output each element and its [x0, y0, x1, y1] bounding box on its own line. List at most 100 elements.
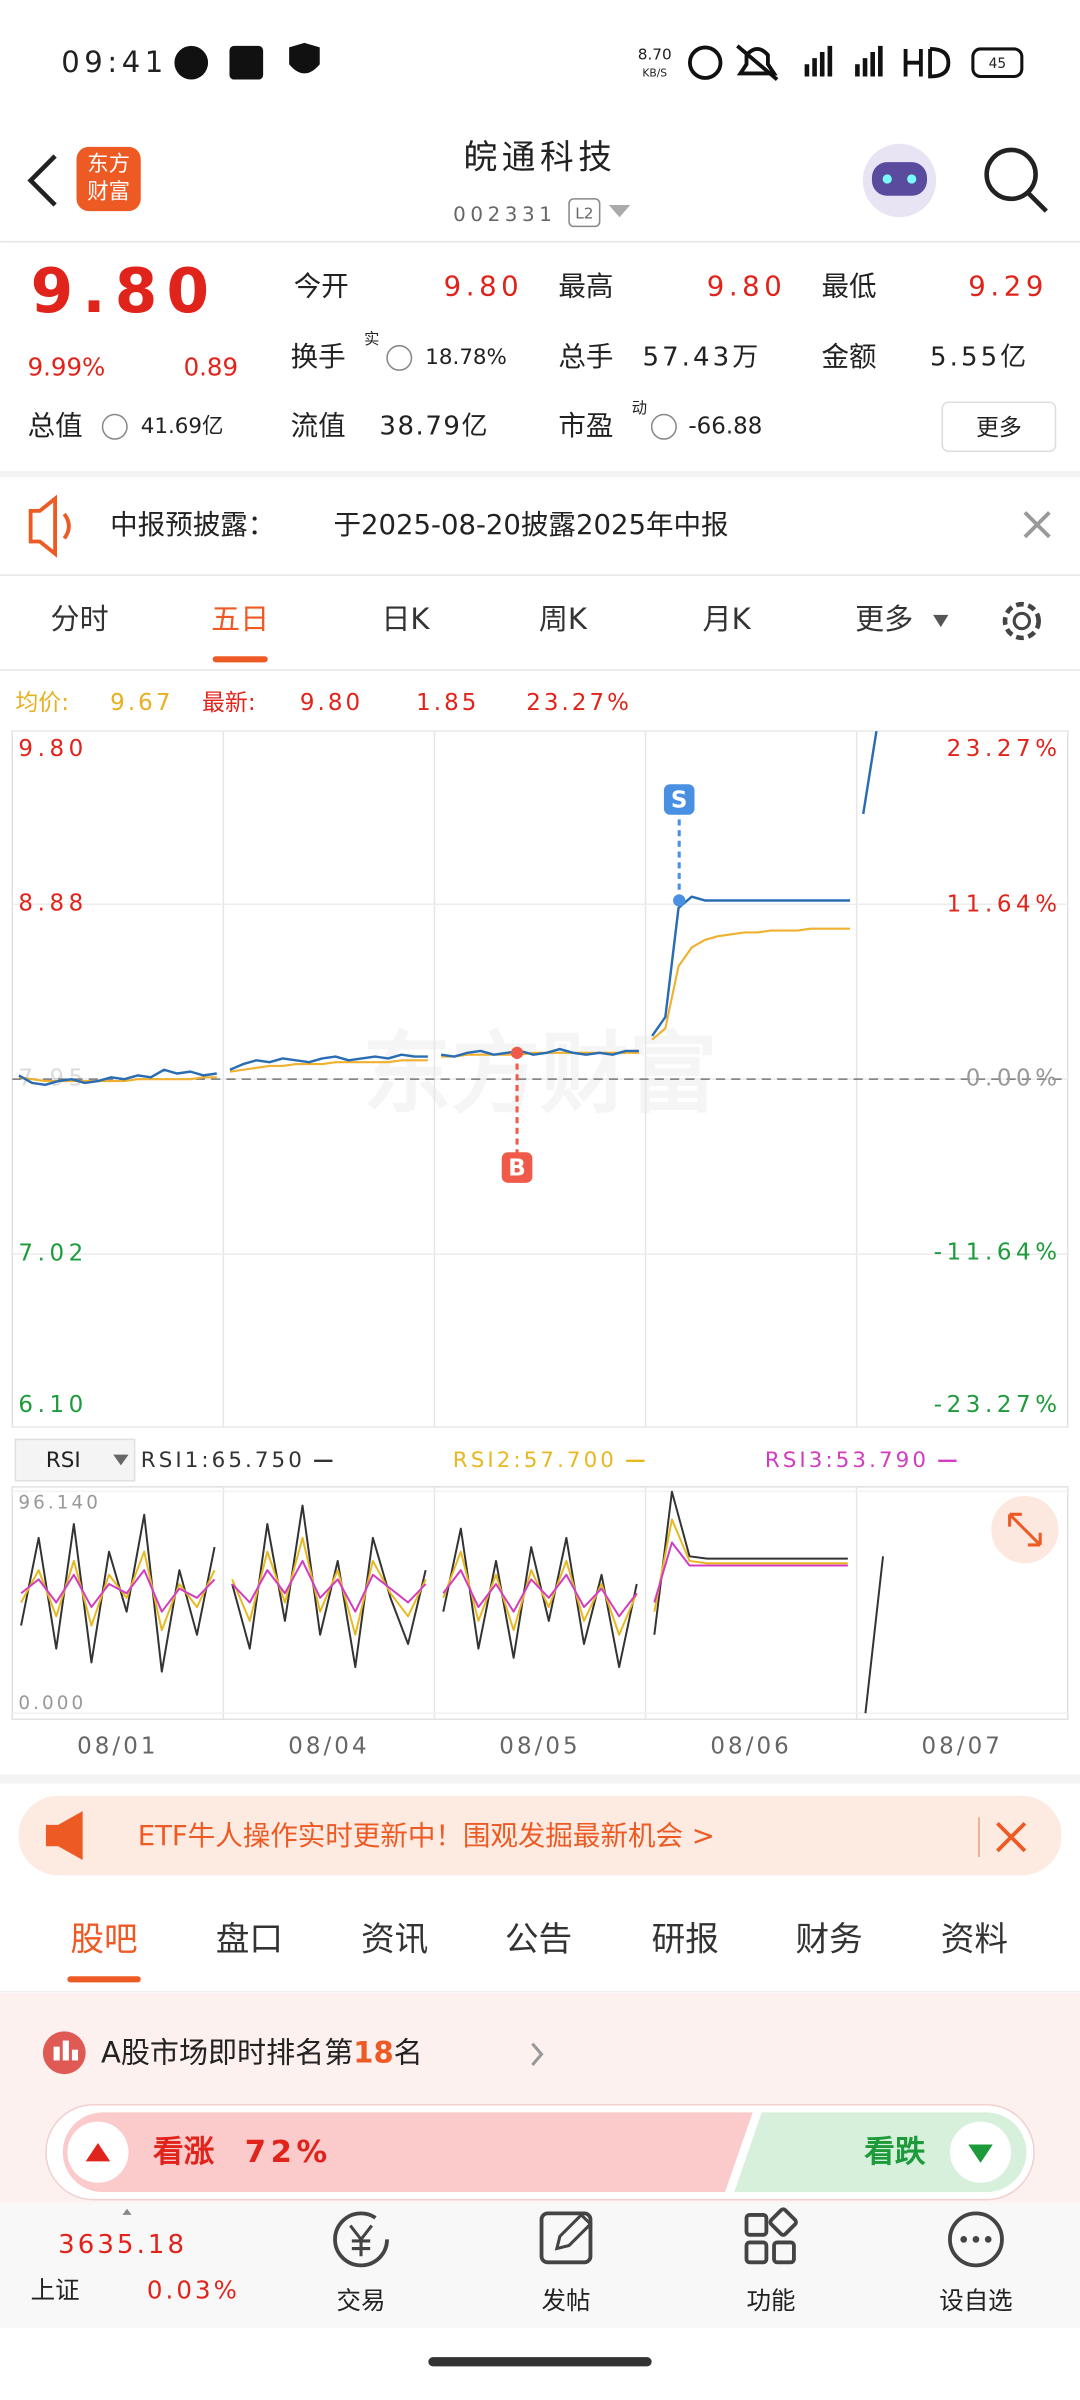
nav-label[interactable]: 设自选: [939, 2286, 1012, 2315]
avg-line: [18, 1076, 217, 1083]
header: 东方 财富 皖通科技 002331 L2: [0, 138, 1080, 243]
rsi-line: [231, 1559, 427, 1613]
vote-up[interactable]: [62, 2112, 753, 2192]
y2-tick-label: 23.27%: [947, 736, 1062, 762]
notice: 中报预披露： 于2025-08-20披露2025年中报: [0, 471, 1080, 576]
function-icon[interactable]: [744, 2207, 798, 2265]
field-label: 总值: [28, 410, 83, 442]
trade-label: S: [671, 788, 688, 814]
badge-box: [568, 198, 601, 228]
trade-badge: [663, 784, 695, 815]
rsi-line: [864, 1556, 885, 1714]
more-arrow: [933, 614, 949, 628]
period-tab[interactable]: 更多: [855, 602, 913, 636]
info-icon[interactable]: [101, 413, 128, 440]
stock-code: 002331: [453, 203, 556, 226]
section-tab[interactable]: 公告: [505, 1920, 572, 1959]
logo-text: 财富: [87, 180, 130, 205]
banner-close[interactable]: [996, 1821, 1027, 1853]
trade-label: B: [508, 1156, 525, 1182]
back-button[interactable]: [27, 154, 57, 207]
section-tab[interactable]: 研报: [652, 1920, 719, 1959]
close-button[interactable]: [1023, 511, 1051, 539]
more-button[interactable]: [941, 401, 1057, 453]
ranking[interactable]: A股市场即时排名第18名: [42, 2031, 544, 2075]
stock-name: 皖通科技: [464, 138, 617, 177]
date-label: 08/04: [288, 1733, 369, 1759]
section-tab[interactable]: 股吧: [70, 1920, 137, 1959]
search-button[interactable]: [984, 147, 1038, 202]
field-value: 18.78%: [425, 345, 507, 370]
up-pct: 72%: [245, 2135, 332, 2170]
watchlist-icon[interactable]: [948, 2211, 1004, 2268]
net-speed: 8.70: [638, 46, 672, 64]
period-tab[interactable]: 五日: [211, 602, 269, 636]
avg-value: 9.67: [110, 690, 173, 716]
ranking-icon-bar: [71, 2049, 79, 2061]
rsi-legend: RSI: [14, 1438, 136, 1482]
trade-point: [510, 1046, 524, 1059]
nav-label[interactable]: 功能: [747, 2286, 796, 2315]
period-tab[interactable]: 周K: [539, 602, 588, 636]
hd-icon: [903, 47, 951, 79]
y-tick-label: 0.000: [18, 1693, 86, 1714]
info-icon[interactable]: [386, 344, 413, 371]
price-line: [862, 730, 878, 815]
trade-icon[interactable]: [333, 2211, 389, 2268]
date-label: 08/07: [921, 1733, 1002, 1759]
y2-tick-label: -23.27%: [934, 1392, 1062, 1418]
latest-change: 1.85: [416, 690, 479, 716]
y2-tick-label: 11.64%: [947, 892, 1062, 918]
rsi-chart: 96.140 0.000 RSI1:65.750 RSI2:57.700 RSI3:53…: [12, 1448, 1068, 1720]
section-tab[interactable]: 盘口: [216, 1920, 283, 1959]
alarm-icon: [687, 45, 723, 80]
megaphone-icon: [45, 1811, 83, 1861]
period-tab[interactable]: 分时: [51, 602, 109, 636]
indicator-selector[interactable]: [14, 1438, 136, 1482]
vote-bar: 看涨 72% 看跌: [45, 2104, 1035, 2201]
info-icon[interactable]: [650, 413, 677, 440]
banner-bg[interactable]: [18, 1795, 1062, 1876]
y-tick-label: 9.80: [18, 736, 87, 762]
banner[interactable]: ETF牛人操作实时更新中！围观发掘最新机会 >: [18, 1795, 1062, 1876]
dropdown-arrow[interactable]: [608, 204, 631, 218]
ranking-icon-bar: [53, 2046, 60, 2061]
logo-text: 东方: [87, 152, 130, 177]
notice-label: 中报预披露：: [110, 509, 275, 541]
latest-label: 最新:: [202, 690, 256, 716]
price-line: [440, 1047, 639, 1058]
date-label: 08/05: [499, 1733, 580, 1759]
period-tab[interactable]: 日K: [381, 602, 430, 636]
settings-button[interactable]: [1002, 601, 1041, 641]
vote-down[interactable]: [734, 2112, 1027, 2192]
logo[interactable]: [76, 146, 141, 212]
section-tab[interactable]: 资料: [941, 1920, 1008, 1959]
search-handle: [1026, 191, 1048, 213]
mute-icon: [736, 44, 779, 82]
watchlist-dot: [972, 2236, 980, 2243]
ranking-arrow: [531, 2042, 544, 2067]
field-sup: 动: [632, 399, 647, 417]
ranking-rank: 18: [353, 2035, 393, 2069]
post-icon-pen: [554, 2212, 593, 2251]
selector-arrow: [113, 1454, 129, 1466]
nav-label[interactable]: 交易: [337, 2286, 386, 2315]
field-value: 9.29: [968, 271, 1048, 303]
nav-label[interactable]: 发帖: [542, 2286, 591, 2315]
post-icon[interactable]: [539, 2211, 593, 2265]
field-label: 换手: [291, 341, 346, 373]
section-tab[interactable]: 资讯: [361, 1920, 428, 1959]
section-tab[interactable]: 财务: [795, 1920, 862, 1959]
trade-badge: [501, 1152, 533, 1183]
status-icon: [229, 45, 264, 80]
y-tick-label: 6.10: [18, 1392, 87, 1418]
up-label: 看涨: [153, 2135, 215, 2170]
section-tabs: 股吧 盘口 资讯 公告 研报 财务 资料: [0, 1920, 1080, 1993]
period-tab[interactable]: 月K: [703, 602, 752, 636]
home-indicator: [428, 2357, 652, 2367]
separator: [0, 1774, 1080, 1784]
signal-icon: [804, 45, 883, 77]
price-chart: 08/01 08/04 08/05 08/06 08/079.808.887.957.0…: [12, 730, 1068, 1759]
